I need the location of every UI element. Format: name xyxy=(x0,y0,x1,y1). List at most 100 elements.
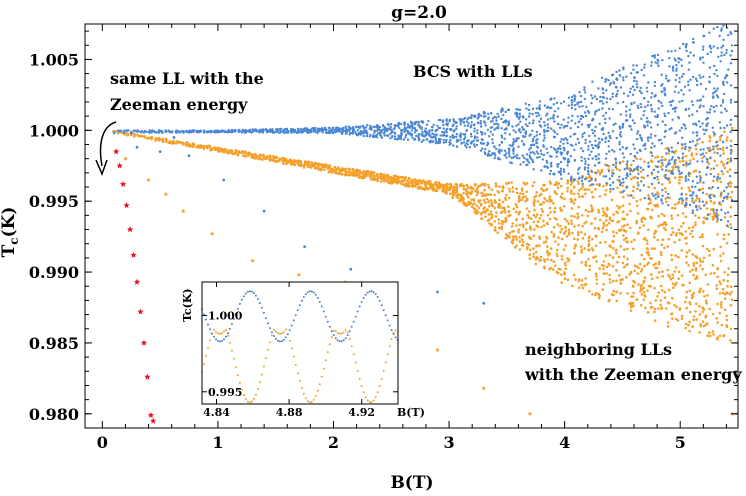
blue-point xyxy=(720,27,723,30)
blue-point xyxy=(584,160,587,163)
blue-point xyxy=(718,121,721,124)
blue-point xyxy=(463,124,466,128)
blue-point xyxy=(483,132,487,135)
inset-blue-point xyxy=(248,290,251,293)
inset-blue-point xyxy=(268,327,271,330)
blue-point xyxy=(500,136,504,139)
blue-point xyxy=(503,137,506,140)
blue-point xyxy=(633,76,636,80)
blue-point xyxy=(646,117,649,120)
blue-point xyxy=(287,129,290,133)
inset-orange-point xyxy=(358,377,361,380)
orange-point xyxy=(644,295,647,298)
inset-blue-point xyxy=(276,339,279,342)
blue-point xyxy=(689,51,692,54)
blue-point xyxy=(721,200,725,203)
inset-orange-point xyxy=(234,366,237,369)
blue-point xyxy=(621,126,624,129)
blue-point xyxy=(423,129,427,132)
blue-point xyxy=(524,131,527,134)
orange-point xyxy=(688,329,691,333)
orange-point xyxy=(653,229,657,233)
orange-point xyxy=(629,209,632,213)
blue-point xyxy=(687,68,690,71)
orange-point xyxy=(659,303,662,307)
orange-point xyxy=(672,231,675,234)
orange-point xyxy=(515,187,518,191)
blue-point xyxy=(398,126,401,130)
blue-point xyxy=(296,127,300,131)
inset-orange-point xyxy=(316,389,319,392)
orange-point xyxy=(584,192,587,196)
orange-point xyxy=(258,153,262,157)
orange-point xyxy=(685,290,689,294)
blue-point xyxy=(466,139,470,143)
orange-point xyxy=(281,156,285,160)
orange-point xyxy=(637,283,640,286)
blue-point xyxy=(251,128,254,131)
blue-point xyxy=(691,113,694,116)
blue-point xyxy=(639,86,642,90)
blue-point xyxy=(497,123,500,126)
blue-point xyxy=(699,58,702,61)
blue-point xyxy=(567,104,570,107)
blue-point xyxy=(691,185,694,188)
blue-point xyxy=(504,110,507,114)
blue-point xyxy=(417,139,421,142)
blue-point xyxy=(439,118,442,122)
orange-point xyxy=(599,241,602,244)
orange-point xyxy=(542,189,545,192)
blue-point xyxy=(390,123,393,126)
blue-point xyxy=(320,127,324,130)
blue-point xyxy=(503,153,507,157)
blue-point xyxy=(473,145,476,148)
blue-point xyxy=(729,159,732,162)
orange-point xyxy=(719,194,723,198)
orange-point xyxy=(275,159,278,163)
blue-point xyxy=(698,106,701,109)
orange-point xyxy=(588,268,591,271)
blue-point xyxy=(583,131,586,135)
inset-orange-point xyxy=(300,386,303,389)
orange-point xyxy=(236,152,239,156)
blue-point xyxy=(622,100,625,104)
inset-orange-point xyxy=(213,328,215,331)
blue-point xyxy=(685,162,688,165)
orange-point xyxy=(532,255,535,258)
blue-point xyxy=(654,61,657,64)
inset-orange-point xyxy=(270,334,273,337)
orange-point xyxy=(623,217,626,221)
orange-point xyxy=(475,212,479,215)
blue-point xyxy=(294,129,297,133)
orange-point xyxy=(514,203,518,206)
blue-point xyxy=(674,78,677,82)
orange-point xyxy=(676,202,680,205)
blue-point xyxy=(566,164,569,167)
blue-point xyxy=(684,127,687,130)
blue-point xyxy=(410,134,413,137)
orange-point xyxy=(666,268,669,272)
orange-point xyxy=(704,299,708,303)
orange-point xyxy=(490,223,494,226)
orange-point xyxy=(570,207,574,210)
blue-point xyxy=(650,146,653,149)
orange-point xyxy=(690,152,694,155)
blue-point xyxy=(593,134,597,137)
orange-point xyxy=(725,241,729,245)
orange-point xyxy=(604,254,608,257)
blue-point xyxy=(420,140,424,143)
blue-point xyxy=(728,175,732,178)
orange-point xyxy=(629,271,633,274)
blue-point xyxy=(699,82,703,86)
blue-point xyxy=(633,88,636,92)
blue-point xyxy=(638,134,642,137)
orange-point xyxy=(420,186,423,189)
blue-point xyxy=(639,189,642,192)
blue-point xyxy=(611,92,614,96)
orange-point xyxy=(707,249,711,253)
orange-point xyxy=(210,148,214,151)
orange-point xyxy=(171,142,174,145)
blue-point xyxy=(573,99,576,103)
blue-point xyxy=(237,128,241,132)
blue-point xyxy=(564,137,567,140)
